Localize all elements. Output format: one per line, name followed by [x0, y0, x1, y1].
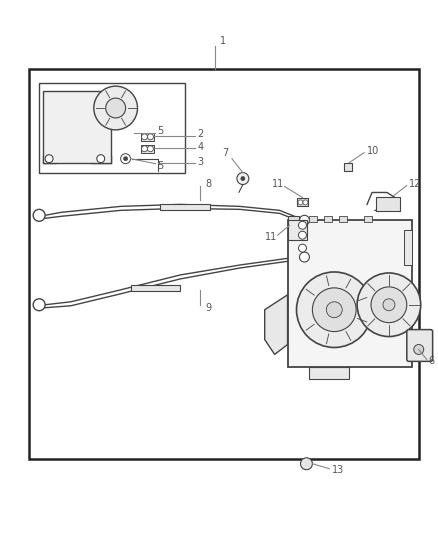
Bar	[43, 91, 111, 163]
Circle shape	[383, 299, 395, 311]
Bar	[339, 216, 347, 222]
Text: 5: 5	[157, 160, 164, 171]
Circle shape	[312, 288, 356, 332]
Text: 5: 5	[157, 126, 164, 136]
Bar	[288, 220, 307, 240]
Circle shape	[141, 134, 148, 140]
Circle shape	[303, 200, 308, 205]
Bar	[297, 198, 308, 206]
Circle shape	[300, 458, 312, 470]
Text: 6: 6	[429, 357, 435, 366]
Circle shape	[45, 155, 53, 163]
FancyBboxPatch shape	[407, 329, 433, 361]
Circle shape	[326, 302, 342, 318]
Bar	[131, 285, 180, 291]
Circle shape	[237, 173, 249, 184]
Circle shape	[357, 273, 421, 336]
Circle shape	[94, 86, 138, 130]
Bar	[404, 230, 412, 265]
Bar	[364, 216, 372, 222]
Circle shape	[148, 134, 153, 140]
Text: 12: 12	[409, 179, 421, 189]
Bar	[309, 216, 318, 222]
Circle shape	[241, 176, 245, 181]
Circle shape	[97, 155, 105, 163]
Text: 3: 3	[197, 157, 203, 167]
Text: 11: 11	[265, 232, 277, 242]
Bar	[39, 83, 185, 173]
Circle shape	[297, 272, 372, 348]
Text: 8: 8	[205, 179, 211, 189]
Polygon shape	[265, 295, 288, 354]
Circle shape	[414, 344, 424, 354]
Text: 10: 10	[367, 146, 379, 156]
Bar	[160, 204, 210, 211]
Bar	[29, 69, 419, 459]
Text: 9: 9	[205, 303, 211, 313]
Bar	[344, 163, 352, 171]
Text: 4: 4	[197, 142, 203, 152]
Bar	[288, 220, 412, 367]
Circle shape	[300, 215, 309, 225]
Text: 11: 11	[272, 179, 284, 189]
Circle shape	[300, 252, 309, 262]
Bar	[141, 133, 155, 141]
Circle shape	[106, 98, 126, 118]
Circle shape	[148, 146, 153, 152]
Text: 2: 2	[197, 129, 203, 139]
Circle shape	[124, 157, 127, 160]
Circle shape	[298, 231, 307, 239]
Circle shape	[120, 154, 131, 164]
Circle shape	[141, 146, 148, 152]
Bar	[324, 216, 332, 222]
Bar	[288, 216, 300, 224]
Circle shape	[33, 209, 45, 221]
FancyBboxPatch shape	[376, 197, 400, 212]
Bar	[309, 367, 349, 379]
Circle shape	[298, 200, 303, 205]
Circle shape	[33, 299, 45, 311]
Text: 1: 1	[220, 36, 226, 46]
Bar	[141, 145, 155, 153]
Circle shape	[298, 221, 307, 229]
Text: 13: 13	[332, 465, 345, 475]
Circle shape	[371, 287, 407, 322]
Text: 7: 7	[222, 148, 228, 158]
Circle shape	[298, 244, 307, 252]
